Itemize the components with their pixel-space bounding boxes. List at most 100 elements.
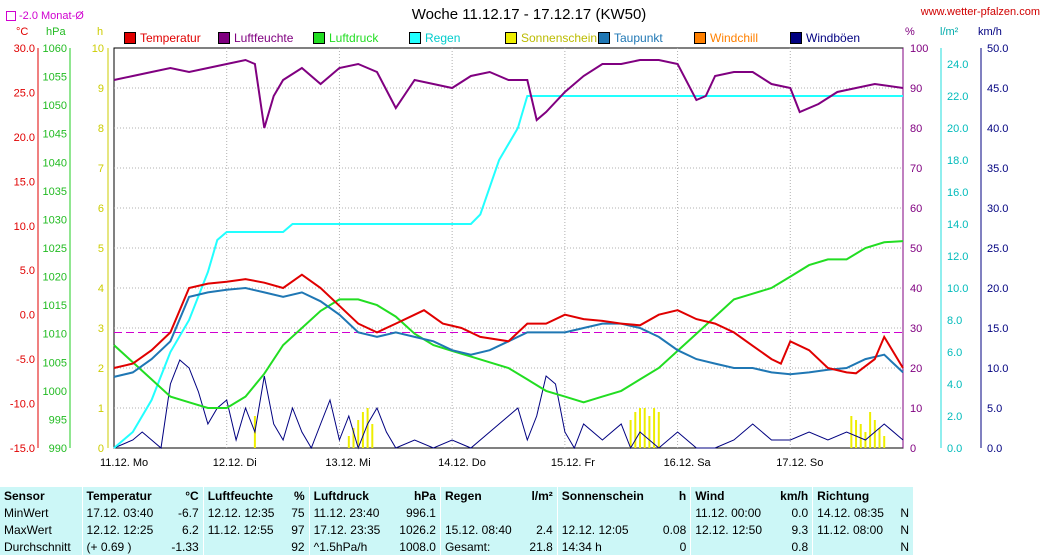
legend-item: Windböen [790,31,860,45]
rain-tick-label: 12.0 [947,251,968,263]
stats-cell [656,504,691,521]
press-tick-label: 1035 [43,186,67,198]
wind-tick-label: 50.0 [987,43,1008,55]
legend-item: Regen [409,31,460,45]
stats-cell: -1.33 [171,539,199,554]
sun-tick-label: 10 [92,43,104,55]
rain-tick-label: 8.0 [947,315,962,327]
stats-cell: 15.12. 08:40 [439,521,523,538]
temp-tick-label: -5.0 [16,354,35,366]
press-tick-label: 1030 [43,214,67,226]
stats-cell: (+ 0.69 ) [81,538,165,555]
stats-cell [556,504,657,521]
legend-swatch [313,32,325,44]
legend-label: Luftfeuchte [234,31,294,45]
wind-tick-label: 25.0 [987,243,1008,255]
press-tick-label: 1045 [43,129,67,141]
temp-tick-label: 10.0 [14,221,35,233]
stats-cell: 17.12. 03:40 [81,504,165,521]
press-tick-label: 1050 [43,100,67,112]
stats-cell: 14:34 h [556,538,657,555]
stats-row: MaxWert 12.12. 12:25 6.2 11.12. 12:55 97 17.1… [0,521,913,538]
press-tick-label: 1055 [43,72,67,84]
stats-cell: 12.12. 12:35 [202,504,286,521]
stats-cell: 12.12. 12:50 [690,521,773,538]
rain-tick-label: 4.0 [947,379,962,391]
press-tick-label: 1010 [43,329,67,341]
day-tick-label: 16.12. Sa [664,457,712,469]
wind-tick-label: 5.0 [987,403,1002,415]
rain-tick-label: 6.0 [947,347,962,359]
stats-cell: 12.12. 12:05 [556,521,657,538]
press-tick-label: 1060 [43,43,67,55]
monthly-avg-swatch [6,11,16,21]
day-tick-label: 13.12. Mi [325,457,370,469]
rain-tick-label: 0.0 [947,443,962,455]
stats-cell: 1008.0 [399,539,436,554]
legend-swatch [598,32,610,44]
wind-tick-label: 20.0 [987,283,1008,295]
stats-row: MinWert 17.12. 03:40 -6.7 12.12. 12:35 75 11.… [0,504,913,521]
legend-item: Sonnenschein [505,31,597,45]
stats-cell: 12.12. 12:25 [81,521,165,538]
stats-cell: °C [185,488,199,503]
legend-swatch [694,32,706,44]
stats-table: Sensor Temperatur °C Luftfeuchte% Luftdruck h… [0,487,913,555]
rain-tick-label: 10.0 [947,283,968,295]
sun-tick-label: 0 [98,443,104,455]
stats-cell: l/m² [531,488,553,503]
stats-cell [202,538,286,555]
wind-tick-label: 40.0 [987,123,1008,135]
press-tick-label: 990 [49,443,67,455]
stats-header-row: Sensor Temperatur °C Luftfeuchte% Luftdruck h… [0,487,913,504]
stats-row: Durchschnitt (+ 0.69 ) -1.33 92 ^1.5hPa/h 100… [0,538,913,555]
temp-tick-label: 30.0 [14,43,35,55]
legend-label: Regen [425,31,461,45]
legend-item: Taupunkt [598,31,663,45]
wind-tick-label: 30.0 [987,203,1008,215]
legend-item: Luftfeuchte [218,31,293,45]
stats-cell: % [293,488,305,503]
day-tick-label: 11.12. Mo [100,457,148,469]
legend-item: Luftdruck [313,31,378,45]
monthly-avg-label: -2.0 Monat-Ø [6,10,84,22]
stats-cell: Luftdruck [308,487,392,504]
temp-tick-label: 20.0 [14,132,35,144]
temp-tick-label: -15.0 [10,443,35,455]
stats-cell: 11.12. 00:00 [690,504,773,521]
stats-cell: 9.3 [791,522,809,537]
stats-cell: Sensor [4,488,45,503]
site-link[interactable]: www.wetter-pfalzen.com [920,6,1040,18]
rain-tick-label: 16.0 [947,187,968,199]
temp-tick-label: 5.0 [20,265,35,277]
hum-tick-label: 40 [910,283,922,295]
series-line-temperatur [113,273,904,375]
stats-cell [812,538,895,555]
unit-hpa: hPa [46,26,66,38]
plot-area [113,47,904,449]
stats-cell: Regen [439,487,523,504]
press-tick-label: 1015 [43,300,67,312]
sun-tick-label: 2 [98,363,104,375]
legend-swatch [409,32,421,44]
stats-cell: MaxWert [4,522,52,537]
legend-label: Taupunkt [614,31,663,45]
weather-chart: 30.025.020.015.010.05.00.0-5.0-10.0-15.0… [10,43,1009,469]
legend-label: Sonnenschein [521,31,598,45]
hum-tick-label: 10 [910,403,922,415]
hum-tick-label: 30 [910,323,922,335]
hum-tick-label: 50 [910,243,922,255]
legend-label: Windböen [806,31,861,45]
stats-cell: 17.12. 23:35 [308,521,392,538]
stats-cell: 11.12. 08:00 [812,521,895,538]
wind-tick-label: 45.0 [987,83,1008,95]
press-tick-label: 995 [49,414,67,426]
stats-cell: 75 [291,505,305,520]
hum-tick-label: 0 [910,443,916,455]
stats-cell: N [900,522,909,537]
stats-cell: Durchschnitt [4,539,71,554]
stats-cell: 97 [291,522,305,537]
rain-tick-label: 22.0 [947,91,968,103]
legend-item: Temperatur [124,31,201,45]
rain-tick-label: 2.0 [947,411,962,423]
